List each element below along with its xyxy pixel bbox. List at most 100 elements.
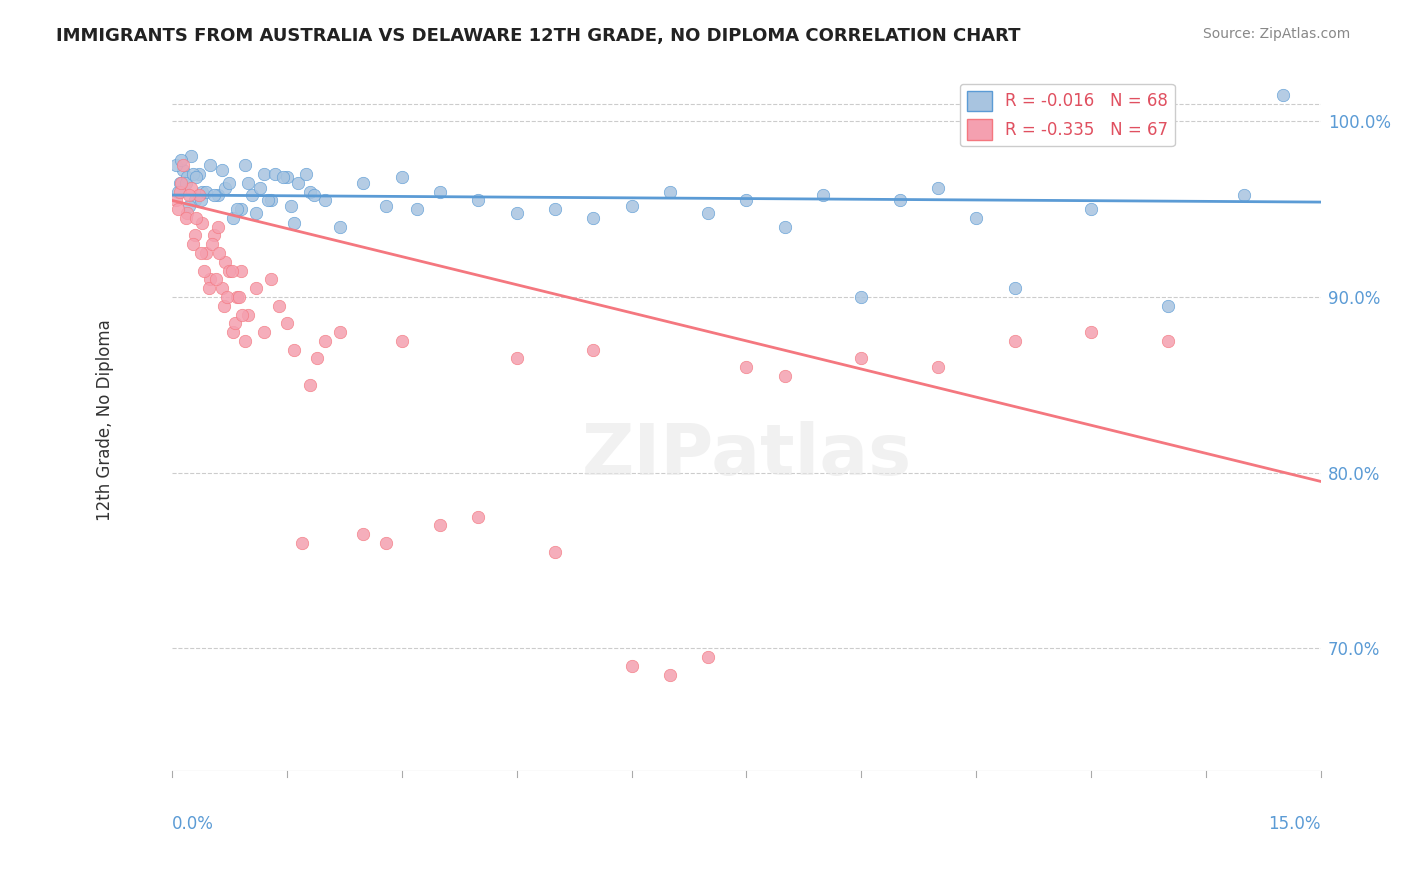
Point [283,343,305,357]
Point [180,149,202,163]
Point [735,360,758,375]
Point [202,188,225,202]
Point [238,308,260,322]
Point [406,202,429,216]
Point [201,237,224,252]
Point [280,198,302,212]
Point [187,188,209,202]
Text: 0.0%: 0.0% [172,815,214,833]
Point [295,167,318,181]
Point [167,202,190,216]
Point [186,170,208,185]
Point [352,527,374,541]
Point [233,158,256,172]
Point [231,308,253,322]
Point [391,170,413,185]
Point [1004,334,1026,348]
Point [181,167,204,181]
Point [329,219,352,234]
Point [212,299,235,313]
Point [314,334,336,348]
Point [329,325,352,339]
Point [208,246,231,260]
Point [658,668,681,682]
Point [582,343,605,357]
Point [1157,334,1180,348]
Point [226,202,249,216]
Point [245,205,267,219]
Point [221,263,243,277]
Point [505,205,527,219]
Text: 12th Grade, No Diploma: 12th Grade, No Diploma [97,319,114,521]
Point [233,334,256,348]
Point [222,325,245,339]
Point [207,188,229,202]
Point [170,176,193,190]
Point [177,198,200,212]
Point [205,272,228,286]
Point [1080,202,1102,216]
Point [735,194,758,208]
Point [620,198,643,212]
Point [165,158,187,172]
Point [1233,188,1256,202]
Point [195,185,218,199]
Point [773,219,796,234]
Point [172,163,194,178]
Point [352,176,374,190]
Point [167,185,190,199]
Point [195,246,218,260]
Point [190,194,212,208]
Text: Source: ZipAtlas.com: Source: ZipAtlas.com [1202,27,1350,41]
Point [186,211,208,225]
Text: ZIPatlas: ZIPatlas [582,421,911,490]
Legend: R = -0.016   N = 68, R = -0.335   N = 67: R = -0.016 N = 68, R = -0.335 N = 67 [960,84,1175,146]
Point [658,185,681,199]
Point [291,536,314,550]
Point [811,188,834,202]
Point [544,202,567,216]
Point [298,185,321,199]
Point [174,211,197,225]
Point [375,536,398,550]
Point [1157,299,1180,313]
Point [177,188,200,202]
Point [697,205,720,219]
Point [211,163,233,178]
Point [176,205,198,219]
Point [211,281,233,295]
Point [276,316,298,330]
Point [190,246,212,260]
Point [180,181,202,195]
Point [467,194,489,208]
Point [260,272,283,286]
Point [269,299,291,313]
Point [202,228,225,243]
Point [302,188,325,202]
Point [181,237,204,252]
Point [191,185,214,199]
Point [226,290,249,304]
Point [773,369,796,384]
Point [264,167,287,181]
Point [505,351,527,366]
Point [298,377,321,392]
Point [582,211,605,225]
Point [198,272,221,286]
Point [429,185,451,199]
Point [1004,281,1026,295]
Point [229,202,252,216]
Point [467,509,489,524]
Point [214,255,236,269]
Point [218,263,240,277]
Point [170,153,193,167]
Point [851,290,873,304]
Point [176,170,198,185]
Text: 15.0%: 15.0% [1268,815,1322,833]
Point [184,228,207,243]
Point [307,351,329,366]
Point [229,263,252,277]
Point [927,181,949,195]
Point [249,181,271,195]
Point [283,216,305,230]
